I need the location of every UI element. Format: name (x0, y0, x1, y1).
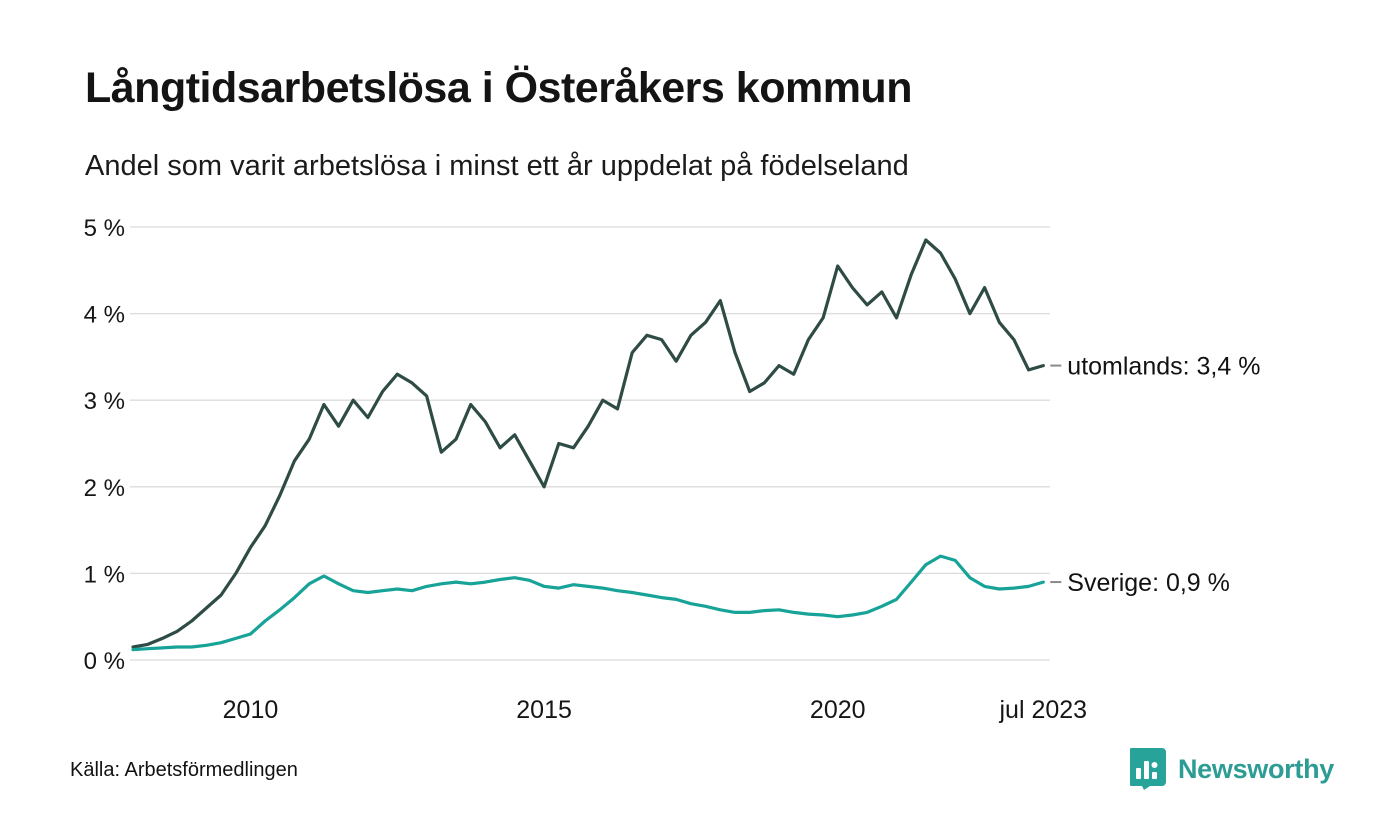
series-line-utomlands (131, 238, 1045, 649)
newsworthy-icon (1129, 748, 1166, 790)
y-tick-label: 4 % (84, 302, 125, 329)
y-tick-label: 1 % (84, 561, 125, 588)
series-line-Sverige (131, 554, 1045, 652)
source-note: Källa: Arbetsförmedlingen (70, 759, 298, 781)
end-label-Sverige: Sverige: 0,9 % (1067, 569, 1230, 597)
y-tick-label: 3 % (84, 388, 125, 415)
x-tick-label: 2020 (810, 696, 866, 724)
y-tick-label: 5 % (84, 215, 125, 242)
y-tick-label: 0 % (84, 648, 125, 675)
chart-title: Långtidsarbetslösa i Österåkers kommun (85, 64, 912, 112)
x-tick-label: jul 2023 (999, 696, 1088, 724)
chart-subtitle: Andel som varit arbetslösa i minst ett å… (85, 150, 909, 182)
newsworthy-wordmark: Newsworthy (1177, 753, 1334, 784)
end-label-utomlands: utomlands: 3,4 % (1067, 353, 1260, 381)
y-tick-label: 2 % (84, 475, 125, 502)
x-tick-label: 2010 (223, 696, 279, 724)
newsworthy-logo: Newsworthy (1129, 748, 1334, 790)
x-tick-label: 2015 (516, 696, 572, 724)
